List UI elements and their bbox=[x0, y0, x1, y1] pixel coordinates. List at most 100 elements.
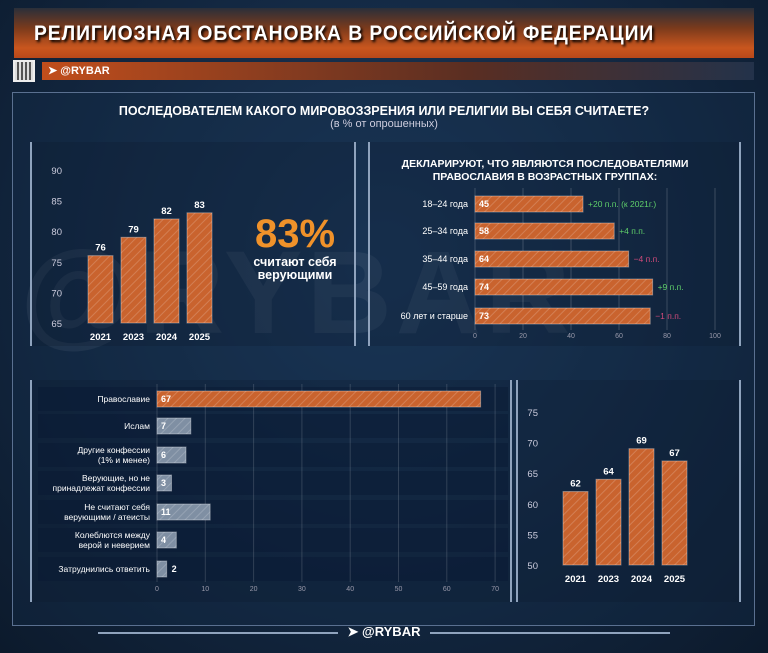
y-tick-label: 65 bbox=[527, 469, 538, 480]
bar-hatch bbox=[474, 307, 651, 325]
bar-hatch bbox=[156, 446, 187, 464]
y-tick-label: 80 bbox=[51, 227, 62, 238]
change-annotation: +9 п.п. bbox=[658, 282, 684, 292]
x-tick-label: 20 bbox=[250, 586, 258, 593]
row-band bbox=[38, 528, 508, 552]
y-tick-label: 90 bbox=[51, 166, 62, 177]
data-label: 11 bbox=[161, 507, 171, 517]
data-label: 67 bbox=[161, 394, 171, 404]
data-label: 64 bbox=[603, 466, 614, 477]
bar-hatch bbox=[474, 250, 630, 268]
data-label: 62 bbox=[570, 479, 581, 490]
highlight-value: 83% bbox=[254, 212, 336, 256]
x-tick-label: 2021 bbox=[565, 574, 587, 585]
footer-channel: ➤ @RYBAR bbox=[0, 624, 768, 640]
category-label: 35–44 года bbox=[422, 254, 468, 264]
x-tick-label: 0 bbox=[155, 586, 159, 593]
x-tick-label: 60 bbox=[443, 586, 451, 593]
category-label: Колеблются между bbox=[75, 530, 151, 540]
data-label: 67 bbox=[669, 448, 680, 459]
category-label: верующими / атеисты bbox=[64, 512, 150, 522]
data-label: 2 bbox=[172, 564, 177, 574]
data-label: 76 bbox=[95, 243, 106, 254]
category-label: 25–34 года bbox=[422, 226, 468, 236]
y-tick-label: 75 bbox=[527, 408, 538, 419]
x-tick-label: 2025 bbox=[189, 332, 211, 343]
header-banner: РЕЛИГИОЗНАЯ ОБСТАНОВКА В РОССИЙСКОЙ ФЕДЕ… bbox=[14, 8, 754, 58]
category-label: 45–59 года bbox=[422, 282, 468, 292]
x-tick-label: 50 bbox=[395, 586, 403, 593]
age-chart-title: ДЕКЛАРИРУЮТ, ЧТО ЯВЛЯЮТСЯ ПОСЛЕДОВАТЕЛЯМ… bbox=[401, 158, 689, 183]
y-tick-label: 70 bbox=[51, 288, 62, 299]
chart-box-orthodox bbox=[516, 380, 741, 602]
data-label: 83 bbox=[194, 200, 205, 211]
bar-hatch bbox=[186, 212, 213, 324]
bar-hatch bbox=[156, 531, 177, 549]
x-tick-label: 0 bbox=[473, 333, 477, 340]
x-tick-label: 80 bbox=[663, 333, 671, 340]
category-label: 60 лет и старше bbox=[401, 311, 468, 321]
row-band bbox=[38, 471, 508, 495]
qr-code bbox=[13, 60, 35, 82]
y-tick-label: 75 bbox=[51, 258, 62, 269]
channel-handle[interactable]: ➤ @RYBAR bbox=[48, 65, 110, 77]
x-tick-label: 100 bbox=[709, 333, 721, 340]
y-tick-label: 50 bbox=[527, 561, 538, 572]
data-label: 73 bbox=[479, 311, 489, 321]
y-tick-label: 85 bbox=[51, 197, 62, 208]
row-band bbox=[38, 414, 508, 438]
bar-hatch bbox=[156, 503, 211, 521]
x-tick-label: 40 bbox=[346, 586, 354, 593]
x-tick-label: 70 bbox=[491, 586, 499, 593]
bar-hatch bbox=[87, 255, 114, 324]
data-label: 79 bbox=[128, 224, 139, 235]
bar-hatch bbox=[153, 218, 180, 324]
data-label: 64 bbox=[479, 254, 489, 264]
x-tick-label: 2023 bbox=[123, 332, 144, 343]
data-label: 3 bbox=[161, 478, 166, 488]
x-tick-label: 2025 bbox=[664, 574, 686, 585]
category-label: 18–24 года bbox=[422, 199, 468, 209]
category-label: Не считают себя bbox=[84, 502, 150, 512]
bar-hatch bbox=[474, 278, 654, 296]
category-label: принадлежат конфессии bbox=[53, 483, 151, 493]
data-label: 58 bbox=[479, 226, 489, 236]
data-label: 74 bbox=[479, 282, 489, 292]
highlight-text: считают себя верующими bbox=[253, 255, 337, 282]
bar-hatch bbox=[661, 460, 688, 566]
bar-hatch bbox=[156, 390, 482, 408]
y-tick-label: 60 bbox=[527, 500, 538, 511]
x-tick-label: 10 bbox=[201, 586, 209, 593]
change-annotation: −1 п.п. bbox=[655, 311, 681, 321]
data-label: 4 bbox=[161, 535, 166, 545]
data-label: 7 bbox=[161, 421, 166, 431]
bar-hatch bbox=[120, 236, 147, 324]
bar-hatch bbox=[562, 491, 589, 566]
data-label: 69 bbox=[636, 436, 647, 447]
bar-hatch bbox=[474, 195, 584, 213]
page-title: РЕЛИГИОЗНАЯ ОБСТАНОВКА В РОССИЙСКОЙ ФЕДЕ… bbox=[34, 22, 655, 45]
chart-box-confessions bbox=[30, 380, 512, 602]
bar-hatch bbox=[156, 560, 168, 578]
x-tick-label: 60 bbox=[615, 333, 623, 340]
y-tick-label: 65 bbox=[51, 319, 62, 330]
category-label: (1% и менее) bbox=[98, 455, 150, 465]
data-label: 82 bbox=[161, 206, 172, 217]
question-subtitle: (в % от опрошенных) bbox=[330, 118, 438, 130]
x-tick-label: 30 bbox=[298, 586, 306, 593]
bar-hatch bbox=[156, 474, 172, 492]
row-band bbox=[38, 443, 508, 467]
category-label: Православие bbox=[97, 394, 150, 404]
category-label: Затруднились ответить bbox=[58, 564, 150, 574]
row-band bbox=[38, 500, 508, 524]
channel-bar: ➤ @RYBAR bbox=[42, 62, 754, 80]
data-label: 45 bbox=[479, 199, 489, 209]
x-tick-label: 2023 bbox=[598, 574, 619, 585]
y-tick-label: 55 bbox=[527, 530, 538, 541]
bar-hatch bbox=[156, 417, 192, 435]
bar-hatch bbox=[628, 448, 655, 566]
category-label: Верующие, но не bbox=[82, 473, 150, 483]
y-tick-label: 70 bbox=[527, 439, 538, 450]
change-annotation: +20 п.п. (к 2021г.) bbox=[588, 199, 656, 209]
